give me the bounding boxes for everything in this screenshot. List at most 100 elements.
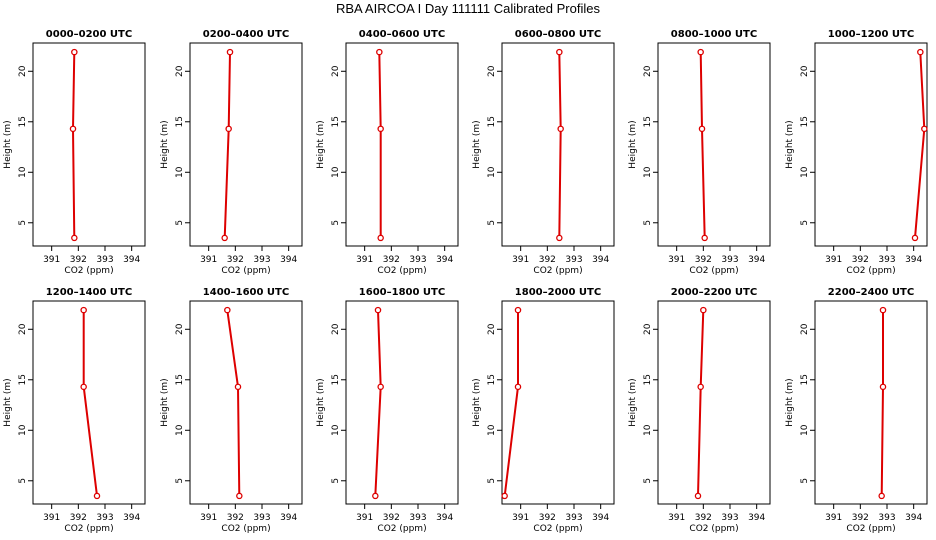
data-point	[372, 492, 379, 500]
data-point	[879, 383, 887, 391]
y-tick-label: 10	[331, 424, 341, 436]
profile-panel: 1200–1400 UTC 391 392 393 394 5 10 15 20 CO2 (ppm…	[3, 287, 146, 534]
plot-frame	[189, 42, 303, 247]
profile-line	[226, 309, 241, 496]
x-tick-label: 393	[878, 255, 895, 265]
figure-title: RBA AIRCOA I Day 111111 Calibrated Profi…	[336, 1, 600, 16]
panel-title: 0400–0600 UTC	[359, 29, 445, 40]
x-tick-label: 394	[436, 255, 453, 265]
y-tick-label: 20	[487, 65, 497, 77]
y-tick-label: 10	[331, 166, 341, 178]
x-axis-label: CO2 (ppm)	[377, 266, 426, 276]
x-tick-label: 392	[227, 513, 244, 523]
x-tick-label: 391	[200, 255, 217, 265]
x-tick-label: 391	[43, 255, 60, 265]
plot-frame	[657, 300, 771, 505]
x-tick-label: 393	[565, 255, 582, 265]
x-axis-label: CO2 (ppm)	[689, 524, 738, 534]
data-point	[700, 306, 707, 314]
x-tick-label: 393	[409, 255, 426, 265]
y-tick-label: 10	[175, 424, 185, 436]
plot-frame	[814, 42, 928, 247]
data-point	[377, 125, 384, 133]
y-tick-label: 5	[18, 478, 28, 484]
plot-frame	[814, 300, 928, 505]
x-tick-label: 394	[280, 513, 297, 523]
y-axis-label: Height (m)	[316, 378, 326, 426]
profile-panel: 1000–1200 UTC 391 392 393 394 5 10 15 20 CO2 (ppm…	[785, 29, 928, 276]
data-point	[921, 125, 928, 133]
data-point	[225, 125, 232, 133]
data-point	[514, 383, 522, 391]
x-tick-label: 391	[825, 513, 842, 523]
y-axis-label: Height (m)	[472, 378, 482, 426]
y-axis-label: Height (m)	[628, 120, 638, 168]
data-point	[71, 48, 78, 56]
profile-line	[880, 310, 884, 496]
y-axis-label: Height (m)	[160, 120, 170, 168]
x-tick-label: 393	[721, 513, 738, 523]
x-tick-label: 391	[512, 255, 529, 265]
profile-panel: 1400–1600 UTC 391 392 393 394 5 10 15 20 CO2 (ppm…	[160, 287, 303, 534]
x-tick-label: 394	[748, 255, 765, 265]
panel-title: 2200–2400 UTC	[828, 287, 914, 298]
x-axis-label: CO2 (ppm)	[846, 266, 895, 276]
x-tick-label: 394	[436, 513, 453, 523]
profile-panel: 0000–0200 UTC 391 392 393 394 5 10 15 20 CO2 (ppm…	[3, 29, 146, 276]
panel-title: 1800–2000 UTC	[515, 287, 601, 298]
data-point	[69, 125, 77, 133]
data-point	[911, 234, 919, 242]
y-tick-label: 20	[331, 65, 341, 77]
profile-panel: 0200–0400 UTC 391 392 393 394 5 10 15 20 CO2 (ppm…	[160, 29, 303, 276]
panel-title: 0600–0800 UTC	[515, 29, 601, 40]
x-tick-label: 393	[409, 513, 426, 523]
data-point	[917, 48, 924, 56]
x-tick-label: 393	[96, 513, 113, 523]
plot-frame	[32, 300, 146, 505]
y-axis-label: Height (m)	[316, 120, 326, 168]
y-tick-label: 10	[175, 166, 185, 178]
x-tick-label: 392	[852, 513, 869, 523]
x-tick-label: 391	[356, 255, 373, 265]
data-point	[698, 125, 706, 133]
data-point	[879, 306, 887, 314]
data-point	[501, 492, 508, 500]
panel-title: 1600–1800 UTC	[359, 287, 445, 298]
plot-frame	[32, 42, 146, 247]
x-axis-label: CO2 (ppm)	[377, 524, 426, 534]
profile-line	[503, 310, 519, 497]
x-axis-label: CO2 (ppm)	[64, 524, 113, 534]
y-axis-label: Height (m)	[628, 378, 638, 426]
x-tick-label: 392	[695, 255, 712, 265]
panel-title: 1200–1400 UTC	[46, 287, 132, 298]
y-tick-label: 15	[18, 116, 28, 127]
x-axis-label: CO2 (ppm)	[846, 524, 895, 534]
data-point	[701, 234, 708, 242]
y-tick-label: 20	[643, 323, 653, 335]
x-axis-label: CO2 (ppm)	[533, 524, 582, 534]
data-point	[226, 48, 234, 56]
panel-title: 2000–2200 UTC	[671, 287, 757, 298]
y-tick-label: 10	[487, 166, 497, 178]
x-tick-label: 391	[825, 255, 842, 265]
x-axis-label: CO2 (ppm)	[221, 524, 270, 534]
y-tick-label: 20	[643, 65, 653, 77]
x-axis-label: CO2 (ppm)	[221, 266, 270, 276]
x-tick-label: 394	[905, 255, 922, 265]
profile-line	[558, 52, 562, 238]
data-point	[557, 125, 564, 133]
y-tick-label: 5	[487, 478, 497, 484]
x-tick-label: 393	[565, 513, 582, 523]
x-tick-label: 394	[905, 513, 922, 523]
plot-frame	[657, 42, 771, 247]
x-tick-label: 392	[383, 513, 400, 523]
y-tick-label: 20	[800, 65, 810, 77]
data-point	[71, 234, 78, 242]
x-tick-label: 394	[592, 255, 609, 265]
data-point	[697, 383, 704, 391]
x-tick-label: 392	[539, 513, 556, 523]
profile-line	[378, 52, 382, 238]
plot-frame	[189, 300, 303, 505]
y-tick-label: 10	[643, 424, 653, 436]
x-tick-label: 393	[253, 255, 270, 265]
